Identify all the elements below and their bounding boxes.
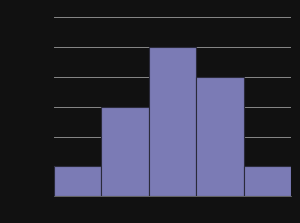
Bar (196, 77, 244, 196)
Bar (149, 47, 196, 196)
Bar (244, 166, 291, 196)
Bar (54, 166, 101, 196)
Bar (101, 107, 149, 196)
